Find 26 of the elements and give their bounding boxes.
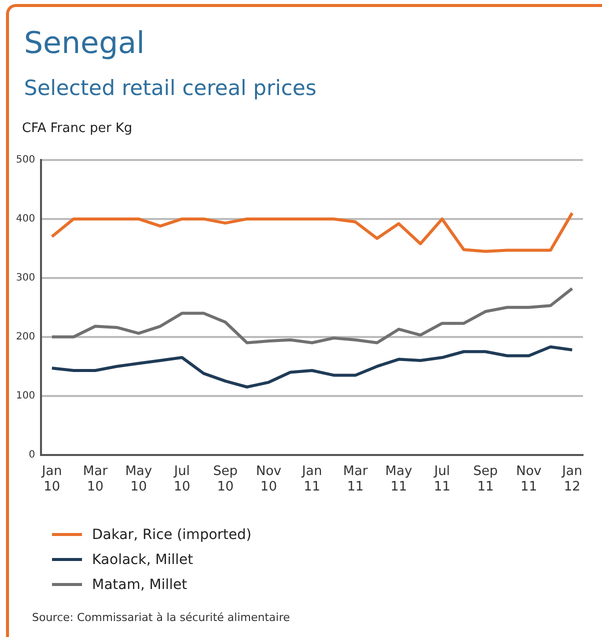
x-tick-label: May 10: [125, 464, 152, 495]
chart-subtitle: Selected retail cereal prices: [24, 76, 316, 100]
y-tick-label: 500: [16, 154, 36, 166]
source-note: Source: Commissariat à la sécurité alimentaire: [32, 611, 290, 624]
legend-label: Kaolack, Millet: [92, 552, 194, 568]
y-tick-label: 0: [28, 449, 36, 460]
x-tick-label: Sep 11: [473, 464, 498, 495]
x-tick-label: Mar 11: [343, 464, 368, 495]
x-tick-label: May 11: [385, 464, 412, 495]
x-tick-label: Nov 11: [516, 464, 542, 495]
x-tick-label: Jan 10: [40, 464, 62, 495]
y-tick-label: 200: [16, 331, 36, 342]
y-axis-title: CFA Franc per Kg: [22, 121, 132, 136]
y-tick-label: 400: [16, 214, 36, 225]
x-tick-label: Jul 11: [433, 464, 450, 495]
y-tick-label: 300: [16, 272, 36, 284]
legend-label: Matam, Millet: [92, 576, 188, 592]
x-tick-label: Nov 10: [256, 464, 282, 495]
legend-label: Dakar, Rice (imported): [92, 526, 252, 542]
y-tick-label: 100: [16, 390, 36, 402]
x-tick-label: Jul 10: [173, 464, 190, 495]
x-tick-label: Mar 10: [83, 464, 108, 495]
x-tick-label: Jan 11: [301, 464, 322, 495]
x-tick-label: Jan 12: [561, 464, 582, 495]
x-tick-label: Sep 10: [213, 464, 238, 495]
chart-title: Senegal: [24, 26, 145, 61]
